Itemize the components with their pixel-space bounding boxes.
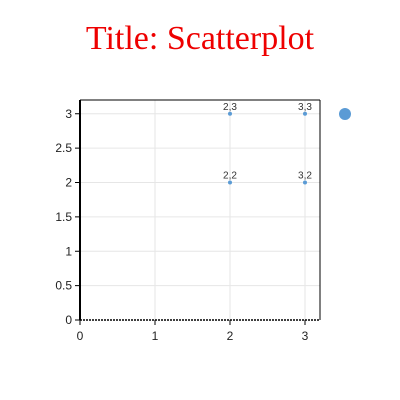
data-point	[228, 111, 232, 116]
y-tick-label: 1	[65, 244, 72, 258]
data-label: 3,2	[298, 171, 312, 182]
grid-layer	[80, 100, 320, 320]
data-label: 2,3	[223, 102, 237, 113]
data-point	[303, 111, 307, 116]
x-tick-label: 1	[152, 329, 159, 343]
y-tick-label: 3	[65, 107, 72, 121]
y-tick-label: 0.5	[55, 279, 72, 293]
chart-title: Title: Scatterplot	[85, 20, 315, 57]
data-label: 3,3	[298, 102, 312, 113]
legend	[339, 108, 351, 120]
y-tick-label: 2.5	[55, 141, 72, 155]
data-point	[228, 180, 232, 185]
axis-layer: 0 0.5 1 1.5 2 2.5 3 0 1 2 3	[55, 99, 321, 343]
y-tick-label: 0	[65, 313, 72, 327]
points-layer: 2,3 3,3 2,2 3,2	[223, 102, 312, 185]
data-point	[303, 180, 307, 185]
legend-marker	[339, 108, 351, 120]
x-tick-label: 2	[227, 329, 234, 343]
y-tick-label: 2	[65, 176, 72, 190]
x-tick-label: 0	[77, 329, 84, 343]
x-tick-label: 3	[302, 329, 309, 343]
data-label: 2,2	[223, 171, 237, 182]
y-tick-label: 1.5	[55, 210, 72, 224]
